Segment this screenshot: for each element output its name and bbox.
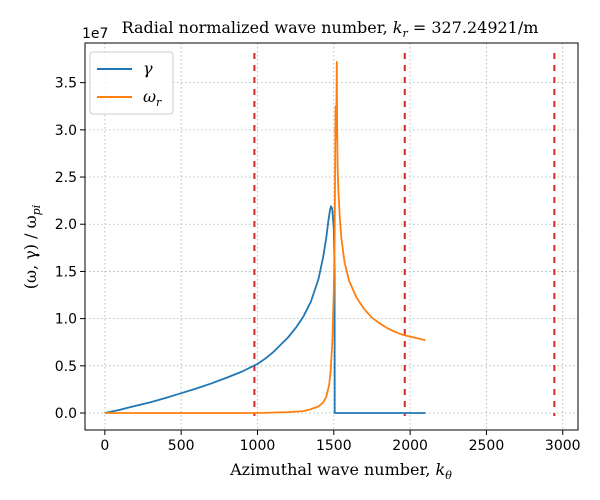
legend-box <box>89 51 174 115</box>
y-tick-label: 1.5 <box>55 264 77 280</box>
plot-area-frame <box>84 42 579 431</box>
series-line-omega-r <box>104 61 426 414</box>
y-tick-label: 0.0 <box>55 406 77 422</box>
x-tick-label: 1500 <box>316 438 352 454</box>
x-tick-label: 500 <box>168 438 195 454</box>
series-layer <box>104 61 426 414</box>
tick-layer: 0 500 1000 1500 2000 2500 3000 0.0 0.5 1.0 1.5 2.0 2… <box>55 76 581 454</box>
x-tick-label: 3000 <box>545 438 581 454</box>
vline-layer <box>253 53 556 416</box>
series-line-gamma <box>104 205 426 414</box>
legend-label-omega-r: ωr <box>143 87 162 109</box>
y-axis-label-main: (ω, γ) / ω <box>21 215 40 289</box>
y-tick-label: 1.0 <box>55 312 77 328</box>
y-axis-label-sub: pi <box>30 205 43 216</box>
x-axis-label-var-sub: θ <box>445 469 452 482</box>
y-tick-label: 3.5 <box>55 76 77 92</box>
x-tick-label: 2000 <box>392 438 428 454</box>
chart-title-var-sub: r <box>402 27 408 40</box>
y-multiplier-label: 1e7 <box>82 26 108 42</box>
legend-label-gamma: γ <box>143 59 153 78</box>
chart-title-var: k <box>393 18 403 37</box>
x-tick-label: 1000 <box>240 438 276 454</box>
y-tick-label: 0.5 <box>55 359 77 375</box>
y-tick-label: 2.5 <box>55 170 77 186</box>
chart-title-suffix: = 327.24921/m <box>408 18 539 37</box>
chart-title: Radial normalized wave number, kr = 327.… <box>122 18 539 40</box>
x-tick-label: 0 <box>100 438 109 454</box>
x-axis-label-var: k <box>436 460 446 479</box>
x-axis-label-prefix: Azimuthal wave number, <box>229 460 435 479</box>
legend: γ ωr <box>89 51 174 115</box>
y-axis-label: (ω, γ) / ωpi <box>21 205 43 289</box>
x-axis-label: Azimuthal wave number, kθ <box>229 460 452 482</box>
x-tick-label: 2500 <box>469 438 505 454</box>
y-tick-label: 2.0 <box>55 217 77 233</box>
chart-title-prefix: Radial normalized wave number, <box>122 18 393 37</box>
y-tick-label: 3.0 <box>55 123 77 139</box>
